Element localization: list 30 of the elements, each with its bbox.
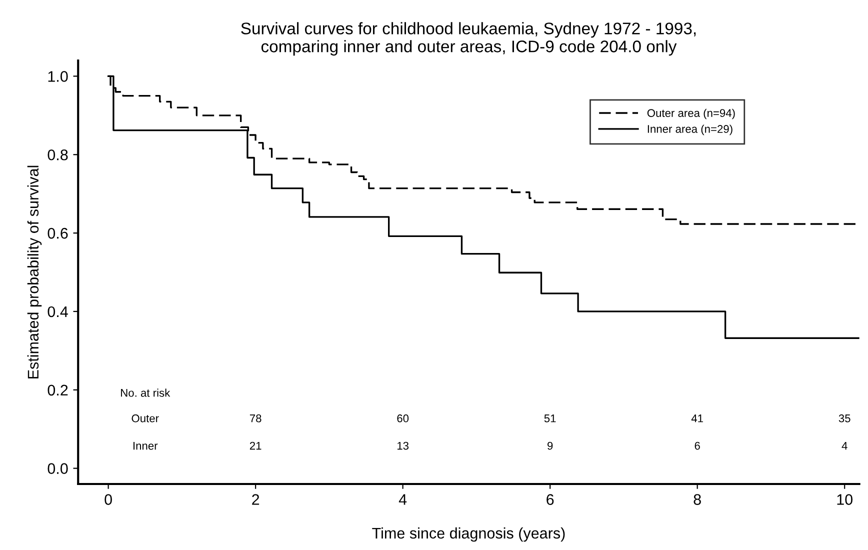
annotation: 13 bbox=[397, 442, 409, 450]
annotation: No. at risk bbox=[121, 388, 170, 397]
annotation: 60 bbox=[397, 414, 409, 422]
annotation: Inner bbox=[133, 442, 158, 450]
annotation: 4 bbox=[842, 442, 848, 450]
annotation: 9 bbox=[548, 442, 553, 450]
annotation: 51 bbox=[544, 414, 556, 422]
x-tick-label: 6 bbox=[546, 494, 554, 505]
annotation: 41 bbox=[691, 414, 703, 422]
y-tick-label: 0.8 bbox=[48, 149, 68, 160]
x-tick-label: 4 bbox=[398, 494, 407, 505]
annotation: 78 bbox=[250, 414, 262, 422]
x-tick-label: 10 bbox=[837, 494, 852, 505]
y-tick-label: 0.2 bbox=[48, 384, 68, 396]
legend-label: Outer area (n=94) bbox=[647, 108, 735, 120]
x-tick-label: 0 bbox=[104, 494, 112, 505]
y-tick-label: 0.6 bbox=[48, 228, 68, 239]
annotation: Outer bbox=[132, 414, 159, 422]
chart-title: Survival curves for childhood leukaemia, Sydney 1972 - 1993, comparing inner and outer areas, ICD-9 code 204.0 only bbox=[241, 22, 696, 56]
annotation: 21 bbox=[250, 442, 262, 450]
annotation: 35 bbox=[838, 414, 850, 422]
y-tick-label: 0.4 bbox=[48, 306, 68, 318]
x-tick-label: 2 bbox=[252, 494, 260, 505]
y-axis-title: Estimated probability of survival bbox=[27, 166, 42, 378]
y-tick-label: 1.0 bbox=[48, 71, 68, 82]
x-tick-label: 8 bbox=[694, 494, 701, 505]
x-axis-title: Time since diagnosis (years) bbox=[372, 527, 565, 542]
y-tick-label: 0.0 bbox=[48, 463, 68, 474]
legend-label: Inner area (n=29) bbox=[648, 124, 732, 136]
annotation: 6 bbox=[694, 442, 700, 450]
